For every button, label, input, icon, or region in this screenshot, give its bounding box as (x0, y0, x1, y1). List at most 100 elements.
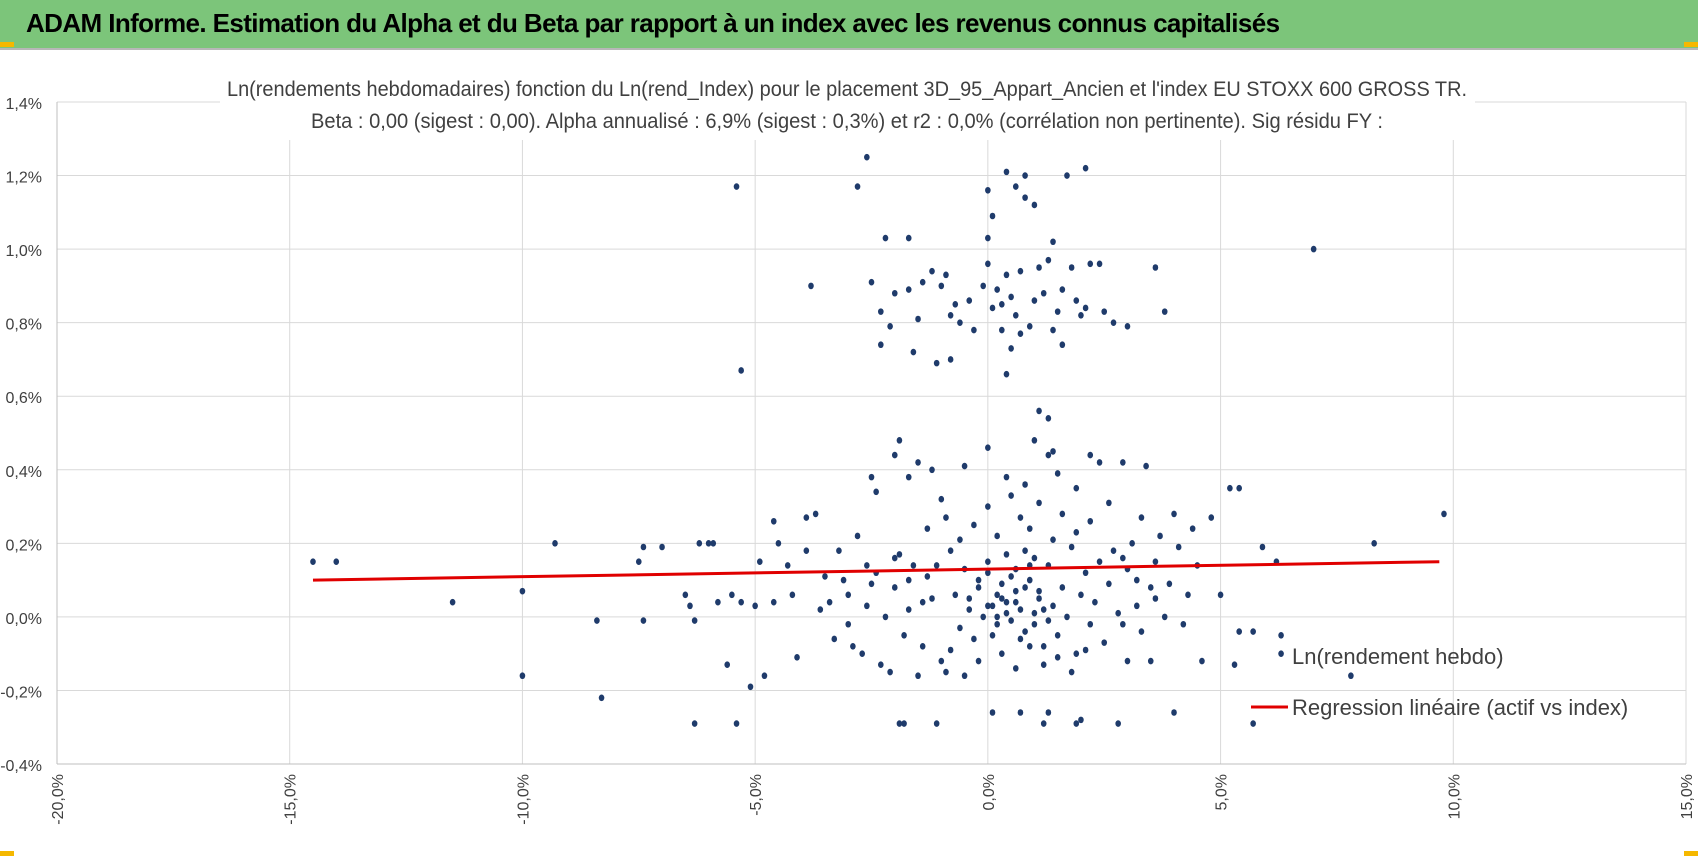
data-point (1003, 168, 1010, 176)
y-tick-label: 1,0% (6, 243, 42, 260)
data-point (1124, 657, 1131, 665)
y-tick-label: 1,4% (6, 96, 42, 113)
data-point (1217, 591, 1224, 599)
data-point (1008, 492, 1014, 499)
data-point (989, 602, 996, 610)
data-point (1040, 643, 1047, 650)
data-point (1124, 323, 1131, 330)
data-point (905, 576, 912, 584)
data-point (1003, 370, 1010, 378)
data-point (891, 554, 898, 562)
data-point (1250, 720, 1256, 727)
data-point (975, 576, 982, 584)
data-point (910, 348, 917, 356)
data-point (1008, 345, 1014, 352)
data-point (938, 495, 945, 503)
data-point (1120, 554, 1126, 562)
data-point (803, 514, 810, 521)
data-point (1040, 289, 1047, 297)
data-point (1031, 609, 1038, 617)
data-point (691, 617, 698, 624)
data-point (1078, 591, 1084, 599)
data-point (1106, 580, 1112, 588)
data-point (1147, 584, 1154, 591)
data-point (687, 602, 693, 610)
data-point (1073, 484, 1080, 492)
data-point (1161, 308, 1168, 315)
data-point (733, 183, 740, 190)
data-point (845, 620, 852, 628)
data-point (1012, 587, 1019, 595)
data-point (859, 650, 865, 657)
data-point (1050, 602, 1056, 610)
data-point (333, 558, 340, 566)
data-point (1031, 201, 1038, 209)
data-point (929, 595, 935, 602)
data-point (635, 558, 642, 566)
data-point (747, 683, 754, 691)
data-point (659, 543, 665, 551)
data-point (989, 631, 996, 639)
data-point (994, 591, 1000, 599)
data-point (915, 315, 921, 323)
report-title: ADAM Informe. Estimation du Alpha et du … (26, 8, 1280, 38)
data-point (1166, 580, 1173, 588)
data-point (1059, 584, 1066, 591)
data-point (957, 319, 963, 326)
data-point (933, 359, 940, 367)
data-point (1096, 558, 1103, 566)
data-point (1082, 569, 1089, 577)
data-point (724, 661, 731, 668)
data-point (1050, 326, 1056, 334)
data-point (905, 286, 912, 293)
data-point (1036, 264, 1042, 271)
data-point (1138, 514, 1145, 521)
data-point (901, 720, 907, 727)
data-point (915, 672, 921, 680)
data-point (1054, 308, 1061, 315)
data-point (1171, 510, 1177, 518)
data-point (1012, 183, 1019, 190)
data-point (831, 635, 838, 643)
data-point (887, 668, 893, 676)
data-point (989, 304, 996, 312)
x-tick-label: 5,0% (1214, 774, 1231, 810)
data-point (901, 631, 907, 639)
x-tick-label: -15,0% (283, 774, 300, 825)
data-point (812, 510, 819, 518)
data-point (552, 540, 558, 547)
data-point (826, 598, 833, 606)
data-point (1050, 536, 1056, 543)
data-point (1208, 514, 1215, 521)
regression-line (312, 560, 1440, 582)
data-point (729, 591, 735, 599)
data-point (961, 462, 968, 470)
data-point (1022, 481, 1028, 488)
data-point (943, 271, 949, 279)
data-point (1059, 341, 1066, 349)
data-point (1096, 459, 1103, 466)
x-tick-label: -20,0% (50, 774, 67, 825)
data-point (1259, 543, 1266, 551)
data-point (891, 289, 898, 297)
axes (56, 102, 1686, 765)
data-point (1087, 517, 1094, 525)
data-point (752, 602, 758, 610)
data-point (1036, 587, 1042, 595)
data-point (943, 668, 949, 676)
data-point (1012, 665, 1019, 672)
data-point (1120, 459, 1126, 466)
data-point (980, 282, 987, 290)
data-point (971, 521, 977, 529)
data-point (1054, 631, 1061, 639)
data-point (1040, 606, 1047, 613)
x-tick-label: 10,0% (1446, 774, 1463, 819)
data-point (878, 341, 884, 349)
corner-marker-bottom-left (0, 851, 14, 856)
data-point (1106, 499, 1112, 507)
data-point (756, 558, 763, 566)
data-point (1096, 260, 1103, 268)
data-point (784, 562, 791, 569)
data-point (910, 562, 917, 569)
data-point (1110, 319, 1117, 326)
